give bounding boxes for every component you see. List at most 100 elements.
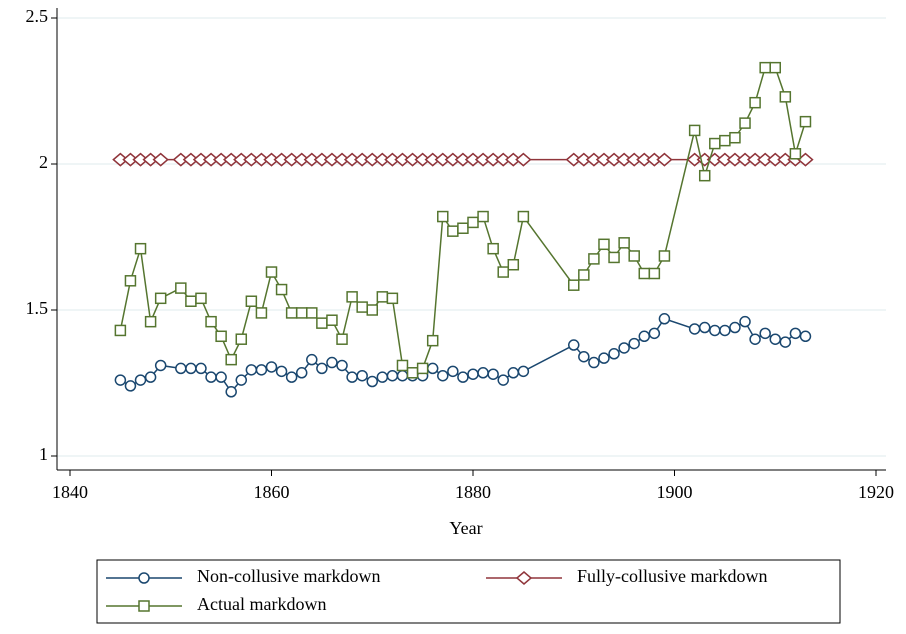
point	[628, 250, 640, 262]
point	[628, 337, 640, 350]
point	[656, 152, 673, 167]
point	[195, 362, 207, 375]
point	[487, 368, 499, 380]
point	[608, 348, 620, 360]
point	[517, 365, 530, 378]
point	[275, 365, 288, 378]
point	[205, 371, 217, 383]
point	[134, 374, 147, 386]
point	[114, 374, 127, 386]
point	[316, 362, 328, 375]
point	[205, 315, 217, 328]
point	[779, 336, 792, 348]
point	[797, 152, 814, 167]
point	[366, 304, 378, 316]
point	[618, 342, 630, 354]
point	[154, 292, 167, 305]
point	[779, 91, 792, 103]
point	[578, 350, 590, 363]
point	[578, 269, 590, 281]
point	[124, 380, 137, 392]
point	[326, 356, 338, 369]
legend-marker	[138, 600, 150, 612]
point	[487, 242, 499, 255]
legend-box	[96, 559, 841, 624]
point	[134, 242, 147, 255]
point	[336, 333, 348, 345]
point	[447, 365, 459, 378]
x-tick-label: 1880	[455, 482, 491, 502]
point	[437, 210, 449, 223]
point	[688, 323, 701, 335]
point	[789, 327, 802, 340]
point	[396, 369, 409, 382]
point	[306, 307, 318, 319]
point	[154, 359, 167, 372]
point	[749, 96, 761, 109]
point	[598, 352, 610, 364]
point	[467, 368, 479, 380]
point	[739, 117, 751, 129]
y-tick-label: 2.5	[26, 6, 49, 26]
point	[346, 291, 358, 303]
legend-label: Non-collusive markdown	[197, 566, 380, 586]
point	[719, 324, 731, 337]
point	[688, 124, 701, 137]
point	[799, 330, 812, 343]
point	[326, 314, 338, 326]
point	[598, 238, 610, 251]
x-tick-label: 1920	[858, 482, 894, 502]
point	[255, 364, 268, 376]
point	[245, 295, 258, 307]
point	[457, 371, 469, 383]
point	[366, 375, 378, 388]
point	[124, 275, 137, 287]
point	[759, 61, 771, 74]
point	[789, 148, 802, 160]
point	[709, 324, 721, 337]
point	[515, 152, 532, 167]
point	[467, 216, 479, 229]
point	[376, 371, 389, 383]
point	[698, 321, 711, 334]
legend-label: Fully-collusive markdown	[577, 566, 767, 586]
point	[245, 364, 258, 376]
point	[658, 250, 671, 262]
point	[215, 330, 227, 343]
y-tick-label: 1.5	[26, 298, 49, 318]
y-tick-label: 2	[39, 152, 48, 172]
point	[265, 361, 278, 373]
point	[175, 282, 187, 294]
point	[185, 295, 197, 307]
point	[568, 339, 580, 351]
x-tick-label: 1900	[657, 482, 693, 502]
point	[638, 330, 651, 343]
point	[426, 334, 439, 347]
point	[568, 279, 580, 291]
point	[588, 253, 600, 265]
point	[739, 315, 751, 328]
point	[295, 307, 308, 319]
point	[386, 369, 399, 382]
point	[386, 292, 399, 305]
point	[144, 315, 157, 328]
point	[285, 307, 298, 319]
point	[638, 267, 651, 280]
point	[769, 333, 781, 345]
point	[517, 210, 530, 223]
point	[799, 115, 812, 128]
point	[426, 362, 439, 375]
point	[356, 301, 368, 313]
point	[275, 283, 288, 296]
point	[588, 356, 600, 369]
point	[497, 374, 509, 386]
point	[437, 369, 449, 382]
point	[235, 333, 248, 345]
point	[719, 134, 731, 147]
point	[215, 371, 227, 383]
point	[195, 292, 207, 305]
point	[152, 152, 169, 167]
point	[416, 362, 429, 375]
point	[265, 266, 278, 278]
point	[114, 324, 127, 337]
